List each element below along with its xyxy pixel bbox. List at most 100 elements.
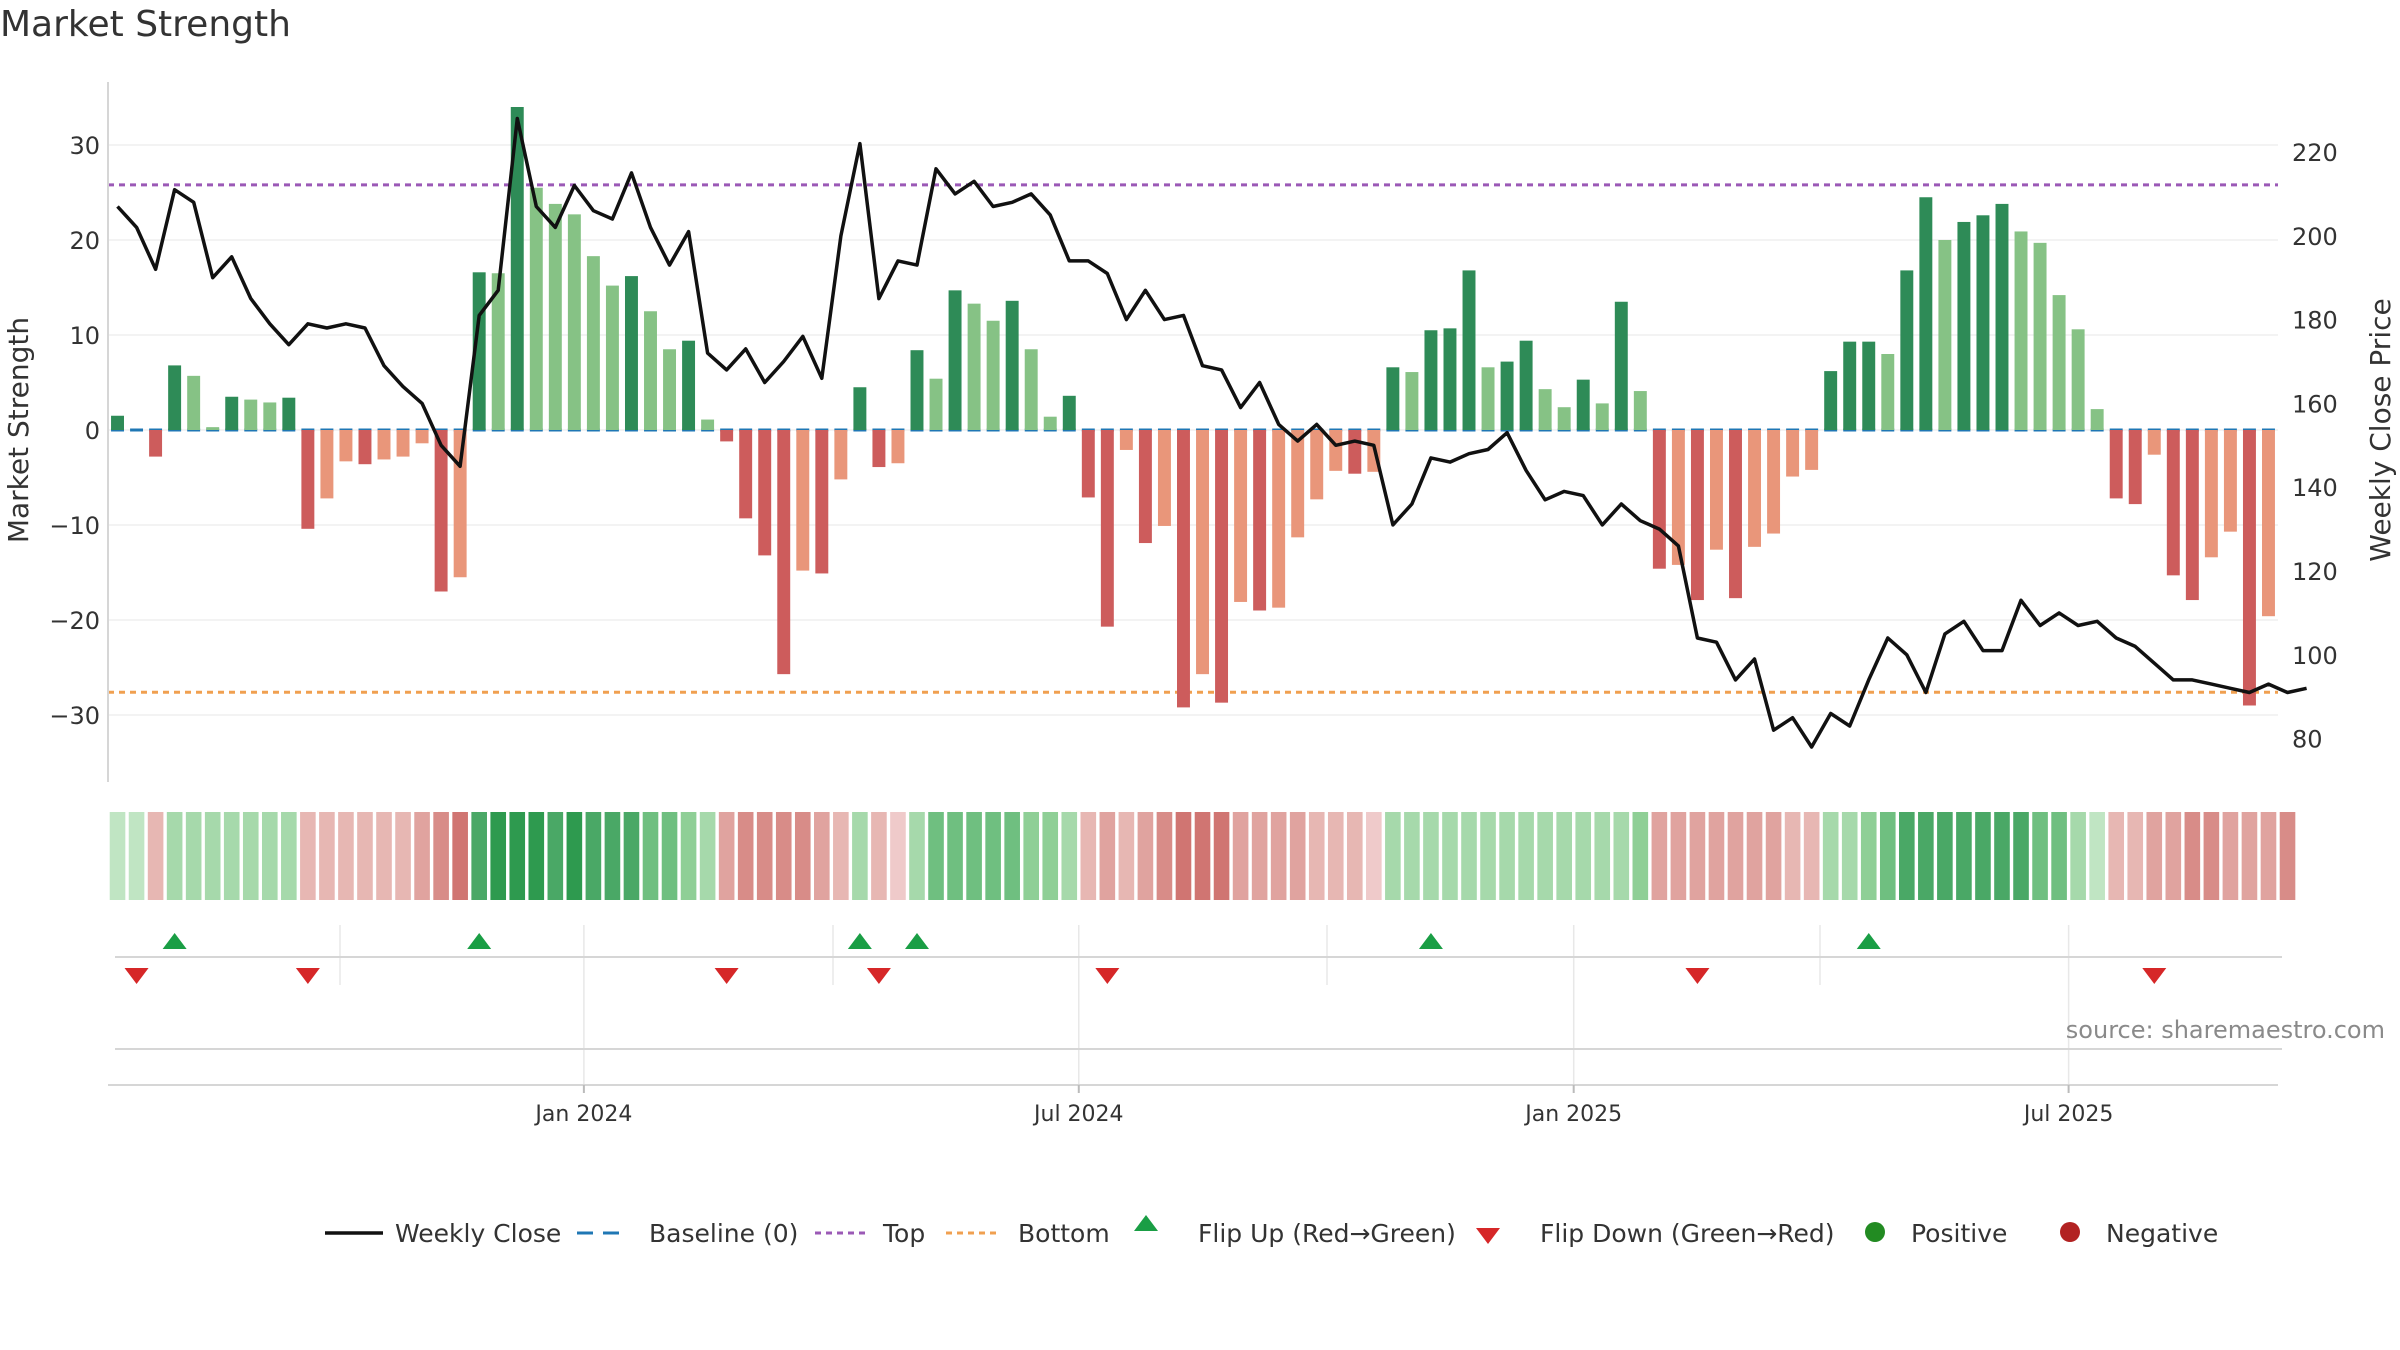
heat-cell: [1822, 812, 1839, 900]
axes: 3020100−10−20−3022020018016014012010080M…: [2, 82, 2397, 782]
heat-cell: [528, 812, 545, 900]
strength-bar: [548, 203, 562, 430]
heat-cell: [1118, 812, 1135, 900]
heat-cell: [1232, 812, 1249, 900]
heat-cell: [1937, 812, 1953, 900]
strength-bar: [1481, 367, 1495, 430]
heat-cell: [2013, 812, 2029, 900]
heat-cell: [1765, 812, 1782, 900]
heat-cell: [223, 812, 240, 900]
strength-bar: [225, 396, 239, 430]
strength-bar: [701, 419, 715, 430]
flip-up-marker: [904, 933, 929, 949]
heat-cell: [1461, 812, 1477, 900]
heat-cell: [890, 812, 906, 900]
strength-bar: [1805, 430, 1819, 470]
heat-cell: [1099, 812, 1116, 900]
heat-cell: [376, 812, 392, 900]
heat-cell: [1080, 812, 1097, 900]
heat-cell: [1404, 812, 1420, 900]
heat-cell: [1213, 812, 1230, 900]
strength-bar: [2185, 430, 2199, 601]
heat-cell: [833, 812, 849, 900]
strength-bar: [1557, 407, 1571, 430]
strength-bar: [1081, 430, 1095, 498]
strength-bar: [453, 430, 467, 578]
legend-swatch-negative: [2060, 1222, 2080, 1242]
strength-bar: [529, 187, 543, 430]
source-label: source: sharemaestro.com: [2066, 1016, 2385, 1044]
heat-cell: [1308, 812, 1325, 900]
heat-cell: [1004, 812, 1020, 900]
strength-bar: [1138, 430, 1152, 544]
strength-bar: [1005, 300, 1019, 430]
heat-cell: [471, 812, 487, 900]
strength-bars: [111, 107, 2275, 708]
strength-bar: [1862, 341, 1876, 430]
heat-cell: [185, 812, 202, 900]
heat-cell: [814, 812, 830, 900]
strength-bar: [1215, 430, 1229, 703]
weekly-close-line: [116, 116, 2307, 749]
y-left-tick-label: −20: [49, 607, 100, 635]
heat-cell: [357, 812, 373, 900]
flip-down-marker: [714, 968, 739, 984]
x-tick-label: Jan 2025: [1523, 1102, 1622, 1127]
strength-bar: [2109, 430, 2123, 499]
heat-cell: [642, 812, 659, 900]
strength-bar: [739, 430, 753, 519]
heat-cell: [1841, 812, 1858, 900]
flip-up-marker: [467, 933, 492, 949]
strength-bar: [263, 402, 277, 430]
heat-cell: [1346, 812, 1363, 900]
legend-label: Flip Up (Red→Green): [1198, 1219, 1456, 1248]
flip-markers: [115, 933, 2282, 1050]
heat-cell: [300, 812, 316, 900]
heat-cell: [1175, 812, 1192, 900]
heat-cell: [661, 812, 678, 900]
legend-label: Flip Down (Green→Red): [1540, 1219, 1835, 1248]
strength-bar: [1500, 361, 1514, 430]
heat-cell: [1137, 812, 1154, 900]
heat-cell: [204, 812, 221, 900]
heat-cell: [1518, 812, 1534, 900]
heat-cell: [566, 812, 583, 900]
heat-cell: [281, 812, 297, 900]
heat-cell: [623, 812, 640, 900]
heat-cell: [1613, 812, 1630, 900]
y-right-tick-label: 220: [2292, 139, 2338, 167]
heat-cell: [1575, 812, 1592, 900]
heat-cell: [1860, 812, 1877, 900]
strength-bar: [1767, 430, 1781, 534]
heat-cell: [109, 812, 126, 900]
strength-bar: [891, 430, 905, 464]
strength-bar: [1253, 430, 1267, 611]
legend-item: Baseline (0): [577, 1219, 798, 1248]
heat-cell: [1879, 812, 1896, 900]
heat-cell: [966, 812, 982, 900]
strength-bar: [1957, 221, 1971, 430]
heat-cell: [261, 812, 278, 900]
legend-swatch-flip-up: [1134, 1215, 1158, 1231]
y-left-tick-label: −10: [49, 512, 100, 540]
heat-cell: [1385, 812, 1401, 900]
strength-bar: [187, 375, 201, 430]
legend-label: Weekly Close: [395, 1219, 561, 1248]
legend: Weekly Close Baseline (0) Top Bottom Flip Up…: [325, 1215, 2218, 1248]
legend-swatch-positive: [1865, 1222, 1885, 1242]
strength-bar: [1024, 349, 1038, 430]
heat-strip: [109, 812, 2296, 900]
heat-cell: [947, 812, 963, 900]
heat-cell: [2260, 812, 2277, 900]
heat-cell: [338, 812, 354, 900]
heat-cell: [1975, 812, 1991, 900]
y-left-axis-label: Market Strength: [2, 317, 35, 543]
strength-bar: [644, 311, 657, 430]
strength-bar: [1729, 430, 1742, 599]
strength-bar: [1919, 197, 1933, 430]
strength-bar: [910, 350, 924, 430]
heat-cell: [1480, 812, 1496, 900]
strength-bar: [796, 430, 810, 571]
strength-bar: [682, 340, 696, 430]
strength-bar: [815, 430, 829, 574]
